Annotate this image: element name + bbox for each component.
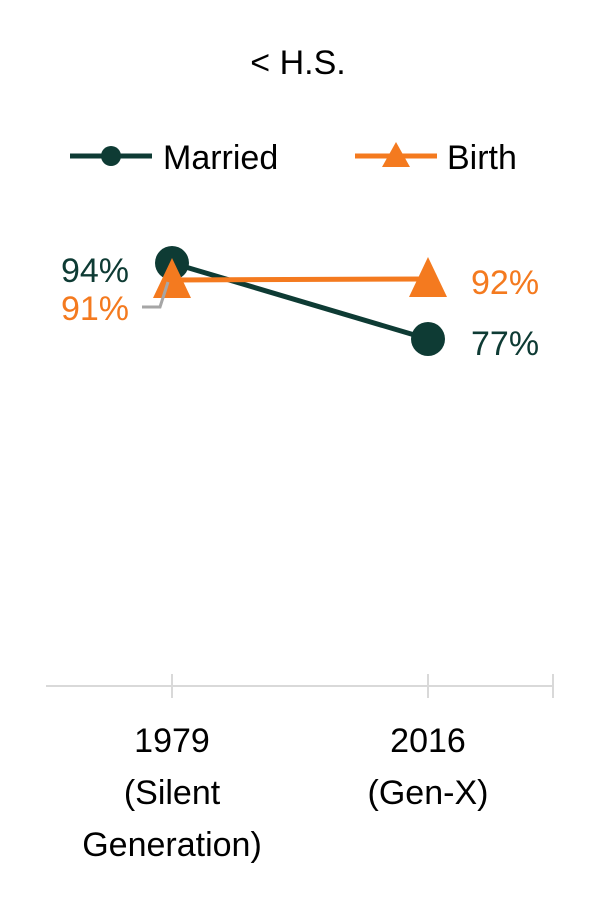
- married-point: [411, 322, 445, 356]
- birth-point: [409, 257, 447, 297]
- legend-item-married: Married: [70, 139, 278, 177]
- series-line-married: [171, 260, 429, 342]
- legend-triangle-marker: [382, 142, 410, 167]
- birth-point: [153, 258, 191, 298]
- x-tick-label: 2016 (Gen-X): [368, 722, 489, 812]
- series-line-birth: [171, 276, 429, 283]
- data-label: 77%: [471, 325, 539, 363]
- leader-line: [142, 281, 170, 309]
- legend: Married Birth: [70, 139, 517, 177]
- series-layer: [153, 246, 447, 356]
- legend-item-birth: Birth: [355, 139, 517, 177]
- chart-title: < H.S.: [250, 44, 345, 82]
- x-axis: 1979 (Silent Generation) 2016 (Gen-X): [46, 674, 554, 864]
- data-labels: 94%91% 92% 77%: [61, 252, 539, 363]
- legend-circle-marker: [101, 146, 121, 166]
- data-label: 94%: [61, 252, 129, 290]
- data-label: 91%: [61, 290, 129, 328]
- legend-label: Birth: [447, 139, 517, 177]
- legend-label: Married: [163, 139, 278, 177]
- x-tick-label: 1979 (Silent Generation): [82, 722, 262, 864]
- data-label: 92%: [471, 264, 539, 302]
